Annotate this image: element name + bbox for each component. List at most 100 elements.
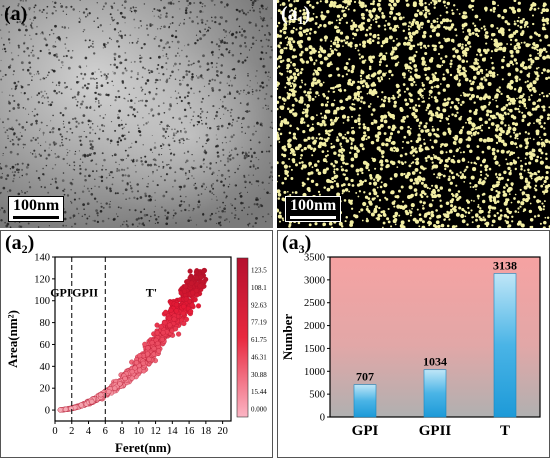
scatter-point	[146, 356, 152, 362]
scatter-point	[159, 336, 165, 343]
scatter-point	[167, 322, 173, 328]
scatter-point	[183, 316, 190, 322]
panel-a2: (a2) GPI GPII T' 0 2 4 6 8 10 12 14 16 18 20 0 20 40 60 80…	[0, 230, 273, 458]
scatter-point	[173, 326, 179, 332]
panel-label-a1: (a1)	[281, 3, 311, 27]
scatter-point	[187, 275, 193, 281]
colorbar-tick-label: 108.1	[251, 284, 267, 292]
y-axis-label: Number	[280, 314, 295, 360]
x-tick-label: 10	[134, 426, 145, 437]
x-tick-label: 12	[150, 426, 161, 437]
scatter-point	[137, 353, 143, 359]
scatter-point	[168, 307, 174, 313]
scatter-point	[173, 308, 179, 314]
y-tick-label: 20	[40, 384, 51, 395]
y-tick-label: 3500	[304, 253, 325, 264]
bar-value-label: 1034	[423, 355, 447, 369]
y-tick-label: 120	[34, 274, 50, 285]
colorbar-tick-label: 77.19	[251, 319, 267, 327]
scatter-point	[183, 284, 189, 290]
scatter-point	[201, 268, 207, 274]
scatter-point	[137, 367, 143, 373]
region-label: T'	[146, 285, 157, 299]
scatter-point	[158, 324, 164, 330]
scatter-point	[198, 274, 204, 280]
scatter-point	[183, 296, 189, 302]
scatter-point	[106, 389, 112, 395]
scatter-point	[195, 303, 202, 309]
scatter-point	[129, 369, 135, 375]
y-tick-label: 0	[320, 413, 325, 424]
y-tick-label: 1000	[304, 367, 325, 378]
x-tick-label: 6	[103, 426, 108, 437]
panel-label-a: (a)	[4, 3, 28, 25]
scatter-points	[57, 267, 209, 413]
scatter-point	[145, 351, 151, 357]
scatter-point	[192, 297, 198, 303]
scatter-point	[122, 375, 128, 382]
scatter-point	[173, 302, 179, 308]
x-tick-label: 0	[52, 426, 57, 437]
colorbar-tick-label: 123.5	[251, 267, 267, 275]
x-tick-label: 2	[69, 426, 74, 437]
scatter-point	[149, 340, 155, 346]
scatter-point	[166, 315, 172, 321]
scatter-chart: GPI GPII T' 0 2 4 6 8 10 12 14 16 18 20 0 20 40 60 80 100 12…	[5, 253, 267, 456]
y-axis-label: Area(nm²)	[5, 310, 20, 368]
region-label: GPI	[50, 285, 72, 299]
scatter-point	[188, 308, 194, 315]
x-tick-label: 16	[184, 426, 195, 437]
scatter-point	[68, 406, 74, 412]
scatter-point	[182, 288, 188, 294]
colorbar-tick-label: 92.63	[251, 301, 267, 309]
scatter-point	[160, 330, 166, 336]
y-tick-label: 3000	[304, 275, 325, 286]
scatter-point	[112, 385, 118, 391]
x-category-label: GPII	[419, 423, 452, 439]
scatter-point	[187, 268, 193, 274]
bar	[493, 273, 517, 418]
scatter-point	[63, 406, 69, 412]
scatter-point	[181, 320, 187, 327]
y-tick-label: 40	[40, 362, 51, 373]
colorbar-tick-label: 0.000	[251, 406, 267, 414]
scale-bar-a: 100nm	[8, 196, 65, 222]
bar-value-label: 707	[356, 370, 374, 384]
x-tick-label: 20	[217, 426, 228, 437]
bar-chart: 707 GPI 1034 GPII 3138 T 0 500 1000 1500 2000 2500 3…	[280, 253, 541, 439]
scatter-point	[189, 302, 195, 308]
scatter-point	[194, 292, 200, 298]
panel-label-a2: (a2)	[5, 232, 35, 256]
scatter-point	[171, 316, 177, 322]
y-tick-label: 100	[34, 296, 50, 307]
scatter-point	[162, 320, 168, 326]
colorbar-tick-label: 30.88	[251, 371, 267, 379]
scatter-point	[176, 331, 182, 337]
scatter-point	[133, 360, 140, 366]
scatter-point	[140, 360, 146, 366]
scatter-point	[197, 283, 203, 289]
scatter-point	[154, 330, 160, 336]
x-category-label: GPI	[352, 423, 379, 439]
y-tick-label: 2000	[304, 321, 325, 332]
bar	[353, 384, 377, 418]
panel-a3: (a3) 707 GPI 1034 GPII 3138 T 0 500 1000 1500 2000…	[277, 230, 550, 458]
y-tick-label: 500	[309, 390, 325, 401]
scatter-point	[89, 399, 95, 405]
scatter-point	[57, 407, 63, 413]
scatter-point	[142, 341, 148, 347]
panel-a: (a) 100nm	[0, 0, 273, 228]
x-tick-label: 4	[86, 426, 92, 437]
scale-bar-a1: 100nm	[285, 196, 342, 222]
colorbar-tick-label: 61.75	[251, 336, 267, 344]
panel-a1: (a1) 100nm	[277, 0, 550, 228]
x-tick-label: 18	[201, 426, 212, 437]
y-tick-label: 2500	[304, 298, 325, 309]
scatter-point	[181, 303, 187, 310]
y-tick-label: 80	[40, 318, 51, 329]
colorbar-tick-label: 46.31	[251, 353, 267, 361]
x-tick-label: 14	[167, 426, 178, 437]
y-tick-label: 60	[40, 340, 51, 351]
x-tick-label: 8	[119, 426, 124, 437]
bar-value-label: 3138	[493, 259, 517, 273]
